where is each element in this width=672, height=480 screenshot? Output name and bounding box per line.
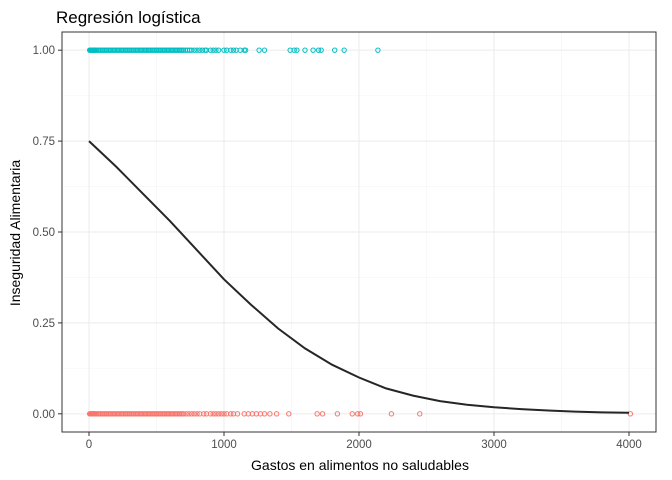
x-tick-label: 3000 [481,439,507,451]
data-point [294,47,300,53]
x-tick-label: 4000 [616,439,642,451]
data-point [188,47,195,53]
data-point [221,47,227,53]
data-point [183,411,189,417]
data-point [341,47,347,53]
data-point [318,47,324,53]
data-point [267,411,273,417]
data-point [215,411,222,417]
data-point [210,411,216,417]
data-point [261,411,268,417]
data-point [194,47,200,53]
x-axis: 0 1000 2000 3000 4000 [86,432,642,451]
y-tick-label: 1.00 [33,45,55,57]
data-point [286,411,292,417]
data-point [191,47,198,53]
data-point [242,47,249,53]
data-point [210,47,216,53]
data-point [314,411,320,417]
data-point [230,47,237,53]
data-point [186,411,192,417]
y-tick-label: 0.25 [33,318,55,330]
data-point [194,411,200,417]
data-point [191,411,198,417]
data-point [319,411,326,417]
data-point [201,411,207,417]
data-point [188,411,195,417]
data-point [215,47,222,53]
x-tick-label: 0 [86,439,92,451]
data-point [261,47,268,53]
x-axis-label: Gastos en alimentos no saludables [251,457,469,473]
data-point [228,47,234,53]
grid [62,32,656,432]
data-point [197,47,203,53]
plot-panel [61,31,657,433]
data-point [388,411,395,417]
data-point [218,411,225,417]
y-tick-label: 0.50 [33,227,55,239]
y-axis-label: Inseguridad Alimentaria [7,160,23,307]
chart-title: Regresión logística [56,8,201,27]
data-point [228,411,234,417]
data-point [234,411,241,417]
data-point [256,47,262,53]
data-point [180,411,187,417]
data-point [207,411,214,417]
x-tick-label: 1000 [211,439,237,451]
data-point [375,47,381,53]
data-point [221,411,227,417]
data-point [334,411,341,417]
data-point [627,411,634,417]
data-point [315,47,322,53]
data-point [417,411,423,417]
data-point [291,47,297,53]
data-point [310,47,316,53]
data-point [273,411,280,417]
data-point [349,411,355,417]
y-axis: 0.00 0.25 0.50 0.75 1.00 [33,45,62,421]
data-point [213,47,219,53]
curve-layer [88,140,630,414]
y-tick-label: 0.75 [33,136,55,148]
data-point [354,411,361,417]
y-tick-label: 0.00 [33,409,55,421]
x-tick-label: 2000 [346,439,372,451]
logistic-curve [88,140,630,414]
data-point [332,47,338,53]
points-layer [86,47,634,417]
data-point [357,411,364,417]
data-point [213,411,219,417]
data-point [207,47,214,53]
data-point [302,47,308,53]
